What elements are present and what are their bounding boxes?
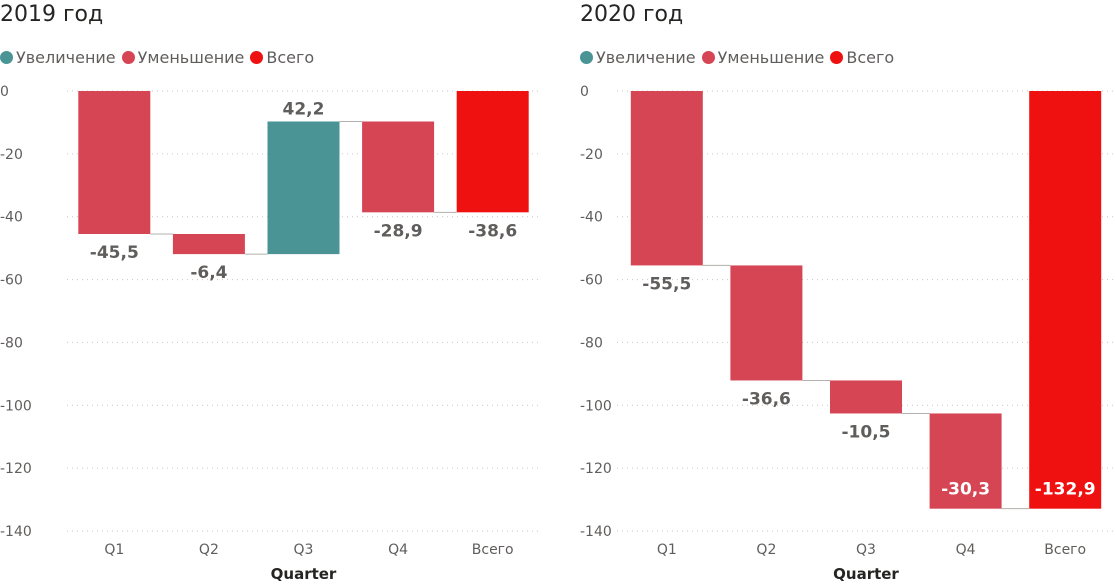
y-tick-label: -140 (0, 524, 32, 540)
data-label: 42,2 (283, 99, 325, 119)
chart-title: 2019 год (0, 2, 104, 27)
data-label: -10,5 (842, 422, 891, 442)
data-label: -38,6 (468, 221, 517, 241)
y-tick-label: -80 (0, 335, 23, 351)
x-tick-label: Q2 (199, 542, 219, 558)
legend: Увеличение Уменьшение Всего (0, 47, 320, 67)
legend-marker-decrease (701, 50, 715, 64)
legend-marker-decrease (121, 50, 135, 64)
legend-label-total: Всего (266, 47, 315, 67)
y-tick-label: -40 (0, 210, 23, 226)
y-tick-label: -40 (580, 210, 603, 226)
x-tick-label: Q3 (294, 542, 314, 558)
legend-item-decrease[interactable]: Уменьшение (121, 47, 245, 67)
y-tick-label: -20 (0, 147, 23, 163)
legend-marker-increase (0, 50, 13, 64)
data-label: -6,4 (190, 263, 227, 283)
y-tick-label: 0 (0, 84, 9, 100)
y-tick-label: -120 (0, 461, 32, 477)
x-tick-label: Всего (472, 542, 514, 558)
x-axis-title: Quarter (833, 565, 899, 583)
legend-item-total[interactable]: Всего (830, 48, 894, 67)
data-label: -28,9 (374, 221, 423, 241)
waterfall-plot: 0 -20 -40 -60 -80 -100 -120 -140 -55,5 -36,6 -10,5… (580, 84, 1115, 583)
data-label: -36,6 (742, 389, 791, 409)
y-tick-label: -140 (580, 524, 612, 540)
chart-2020: 2020 год Увеличение Уменьшение Всего 0 -2… (580, 0, 1115, 584)
legend-item-increase[interactable]: Увеличение (0, 48, 116, 67)
y-tick-label: -60 (580, 273, 603, 289)
legend-label-increase: Увеличение (596, 47, 696, 67)
x-axis-title: Quarter (271, 565, 337, 583)
legend-item-total[interactable]: Всего (250, 48, 314, 67)
bar-q4[interactable] (362, 121, 435, 213)
data-label: -45,5 (90, 243, 139, 263)
bar-q2[interactable] (730, 265, 803, 381)
x-tick-label: Q3 (856, 542, 876, 558)
x-tick-label: Всего (1044, 542, 1086, 558)
bar-q3[interactable] (830, 380, 902, 414)
data-label: -55,5 (642, 274, 691, 294)
legend-label-decrease: Уменьшение (717, 47, 825, 67)
bar-q3[interactable] (267, 121, 340, 255)
legend: Увеличение Уменьшение Всего (580, 47, 900, 67)
x-tick-label: Q2 (756, 542, 776, 558)
bar-q4[interactable] (929, 413, 1002, 509)
x-tick-label: Q1 (657, 542, 677, 558)
legend-marker-increase (580, 50, 593, 64)
bar-q1[interactable] (630, 91, 703, 266)
y-tick-label: -80 (580, 335, 603, 351)
legend-item-increase[interactable]: Увеличение (580, 48, 696, 67)
bar-всего[interactable] (1029, 91, 1102, 509)
x-tick-label: Q1 (104, 542, 124, 558)
chart-title: 2020 год (580, 2, 684, 27)
y-tick-label: -120 (580, 461, 612, 477)
y-tick-label: 0 (580, 84, 589, 100)
bar-q1[interactable] (78, 91, 151, 234)
legend-label-decrease: Уменьшение (137, 47, 245, 67)
legend-marker-total (250, 50, 264, 64)
bar-всего[interactable] (456, 91, 529, 213)
chart-2019: 2019 год Увеличение Уменьшение Всего 0 -2… (0, 2, 540, 583)
waterfall-plot: 0 -20 -40 -60 -80 -100 -120 -140 -45,5 -6,4 42,2 -2… (0, 84, 540, 583)
x-tick-label: Q4 (956, 542, 976, 558)
y-tick-label: -20 (580, 147, 603, 163)
y-tick-label: -100 (0, 398, 32, 414)
data-label: -132,9 (1035, 480, 1096, 500)
y-tick-label: -60 (0, 273, 23, 289)
bar-q2[interactable] (172, 234, 245, 255)
legend-label-total: Всего (846, 47, 895, 67)
legend-item-decrease[interactable]: Уменьшение (701, 47, 825, 67)
data-label: -30,3 (941, 480, 990, 500)
y-tick-label: -100 (580, 398, 612, 414)
legend-label-increase: Увеличение (16, 47, 116, 67)
legend-marker-total (830, 50, 844, 64)
x-tick-label: Q4 (388, 542, 408, 558)
